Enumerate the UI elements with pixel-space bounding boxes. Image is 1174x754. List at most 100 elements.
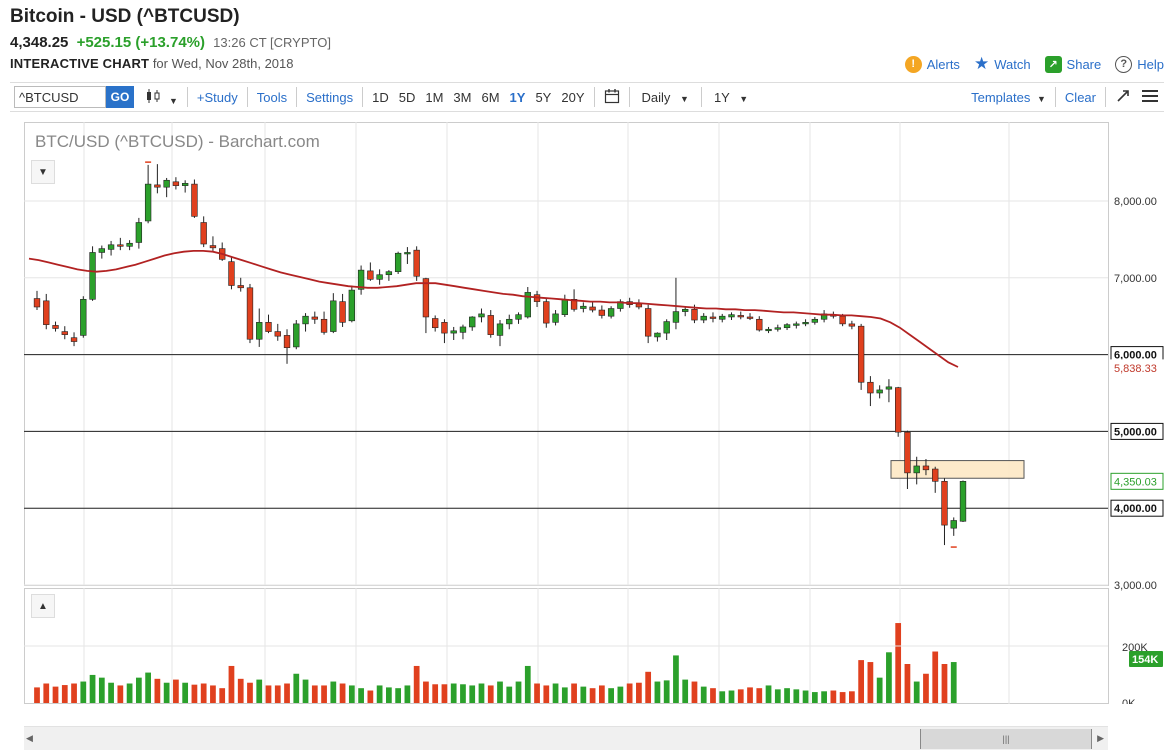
candle-body [570,299,578,310]
candle-body [848,323,856,327]
volume-bar [673,655,679,703]
chart-area[interactable]: Jul 16Jul 30Aug 13Aug 27Sep 10Sep 24Oct … [24,122,1164,704]
volume-bar [210,685,216,703]
candle-body [200,222,207,245]
candle-body [765,328,772,332]
help-icon: ? [1115,55,1133,73]
candle-body [265,322,272,332]
volume-bar [358,688,364,703]
range-5d[interactable]: 5D [398,89,416,105]
range-1d[interactable]: 1D [372,89,389,105]
candle-body [793,323,800,326]
range-6m[interactable]: 6M [481,89,500,105]
volume-bar [561,687,568,703]
volume-bar [886,652,892,703]
volume-bar [950,662,957,703]
share-button[interactable]: ↗ Share [1044,55,1102,73]
candle-body [700,315,707,321]
candle-body [154,184,161,188]
divider [1105,87,1106,107]
volume-bar [552,683,559,703]
candle-body [746,316,754,319]
alert-icon: ! [904,55,922,73]
volume-bar [228,665,235,703]
candle-body [61,331,68,335]
divider [362,87,364,107]
alerts-button[interactable]: ! Alerts [904,55,960,73]
range-5y[interactable]: 5Y [535,89,552,105]
menu-button[interactable] [1136,88,1164,107]
candle-body [737,315,744,318]
price-marker-box [1110,422,1164,440]
price-marker-label: 4,000.00 [1114,503,1157,515]
scroll-right-icon[interactable]: ▶ [1097,733,1104,743]
study-button[interactable]: +Study [196,89,238,105]
chart-svg[interactable]: Jul 16Jul 30Aug 13Aug 27Sep 10Sep 24Oct … [24,122,1164,704]
candle-body [302,315,309,325]
hamburger-icon [1142,89,1158,102]
volume-bar [830,690,837,703]
calendar-button[interactable] [599,88,625,107]
volume-bar [302,679,309,703]
candle-body [709,316,717,319]
y-tick-label: 8,000.00 [1114,196,1157,208]
candle-body [237,285,244,289]
settings-button[interactable]: Settings [306,89,354,105]
star-icon: ★ [973,54,990,73]
candle-body [89,252,96,300]
volume-bar [247,682,253,703]
clear-button[interactable]: Clear [1064,89,1096,105]
volume-bar [34,687,40,703]
price-marker-box [1110,359,1164,377]
scroll-left-icon[interactable]: ◀ [26,733,33,743]
expand-volume-button[interactable]: ▲ [31,594,55,618]
chart-type-selector[interactable]: ▼ [140,88,183,107]
range-20y[interactable]: 20Y [561,89,585,105]
fullscreen-button[interactable] [1110,88,1136,107]
divider [628,87,630,107]
volume-bar [932,651,939,703]
period-range-selector[interactable]: 1Y ▼ [706,90,756,105]
volume-bar [432,684,439,703]
templates-dropdown[interactable]: Templates ▼ [966,90,1051,105]
candle-body [783,324,791,329]
share-label: Share [1066,56,1102,72]
volume-bar [904,664,911,703]
divider [186,87,188,107]
volume-bar [913,681,920,703]
volume-bar [219,688,226,703]
go-button[interactable]: GO [106,86,134,108]
candlestick-icon [147,88,160,103]
candle-body [895,387,902,433]
period-selector[interactable]: Daily ▼ [634,90,697,105]
candle-body [959,481,967,522]
range-1y[interactable]: 1Y [509,89,526,105]
candle-body [404,252,411,255]
volume-bar [71,683,77,703]
watch-button[interactable]: ★ Watch [974,54,1031,74]
symbol-input[interactable] [14,86,106,108]
volume-bar [876,677,883,703]
volume-bar [311,685,318,703]
range-1m[interactable]: 1M [425,89,444,105]
price-marker-label: 5,000.00 [1114,426,1157,438]
volume-bar [506,686,513,703]
candle-body [376,274,383,280]
volume-bar [108,682,114,703]
volume-bar [330,681,337,703]
chart-scrollbar[interactable]: ◀ ||| ▶ [24,726,1108,750]
templates-label: Templates [971,89,1031,105]
candle-body [885,386,893,390]
scroll-thumb[interactable]: ||| [920,729,1092,749]
period-range-label: 1Y [713,89,730,105]
range-3m[interactable]: 3M [453,89,472,105]
candle-body [348,289,356,322]
candle-body [682,308,689,312]
help-button[interactable]: ? Help [1115,55,1164,73]
tools-button[interactable]: Tools [256,89,288,105]
collapse-price-button[interactable]: ▼ [31,160,55,184]
candle-body [839,315,846,325]
candle-body [172,181,180,186]
volume-bar [682,679,689,703]
candle-body [719,315,726,320]
